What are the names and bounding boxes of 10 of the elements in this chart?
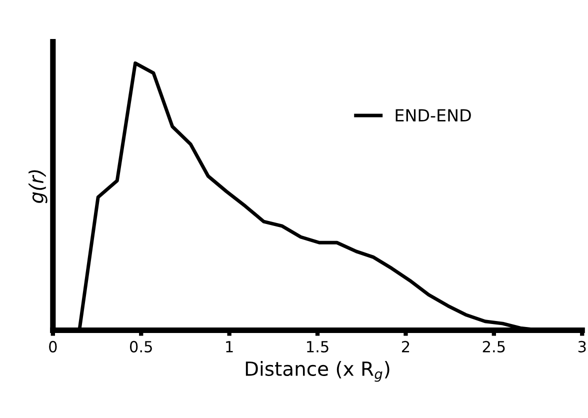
x-axis-title: Distance (x R$_{g}$): [246, 360, 390, 382]
x-tick-label: 1.5: [307, 341, 328, 352]
x-tick-label: 0: [49, 340, 57, 352]
y-axis-title: g(r): [28, 170, 48, 204]
x-tick-label: 0.5: [130, 340, 152, 352]
x-tick-label: 2.5: [482, 340, 505, 352]
x-tick-label: 2: [402, 340, 410, 352]
legend-label: END-END: [396, 109, 471, 122]
x-tick-label: 3: [578, 340, 586, 352]
x-tick-label: 1: [226, 341, 233, 352]
